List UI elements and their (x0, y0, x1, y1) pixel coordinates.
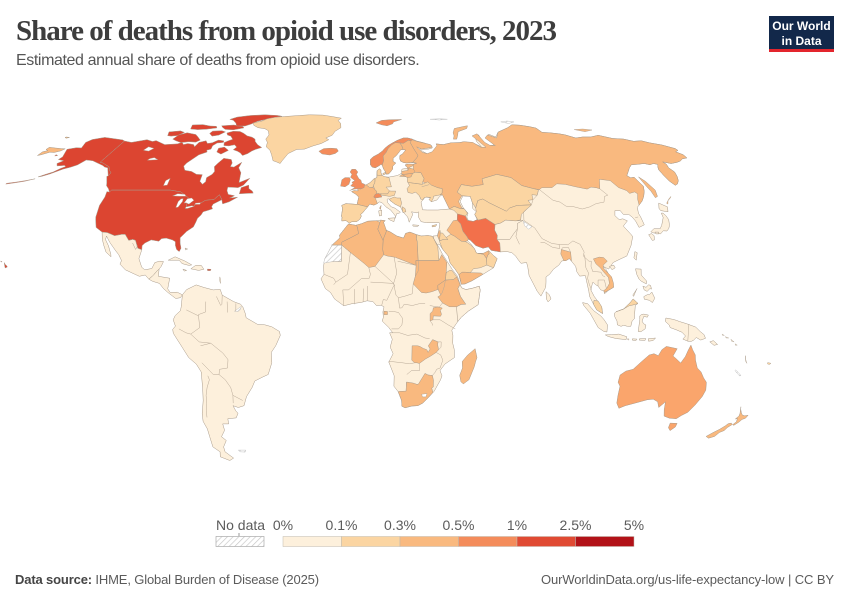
svg-text:1%: 1% (507, 517, 527, 533)
svg-text:5%: 5% (624, 517, 644, 533)
svg-text:0.3%: 0.3% (384, 517, 416, 533)
svg-text:0%: 0% (273, 517, 293, 533)
svg-text:0.1%: 0.1% (326, 517, 358, 533)
svg-text:2.5%: 2.5% (560, 517, 592, 533)
svg-text:No data: No data (216, 517, 265, 533)
svg-text:0.5%: 0.5% (443, 517, 475, 533)
